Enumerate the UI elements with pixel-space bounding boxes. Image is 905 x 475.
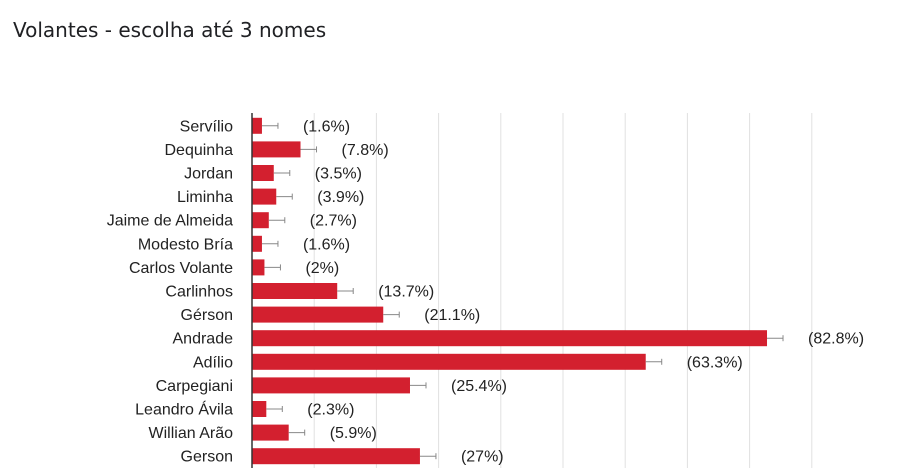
data-label: (25.4%) [451, 378, 507, 395]
data-label: (1.6%) [303, 118, 350, 135]
bar [252, 212, 269, 229]
bar [252, 448, 420, 465]
category-label: Gérson [181, 307, 233, 324]
chart-title: Volantes - escolha até 3 nomes [13, 18, 327, 42]
bar [252, 306, 384, 323]
data-label: (82.8%) [808, 331, 864, 348]
data-label: (2.7%) [310, 213, 357, 230]
data-label: (63.3%) [687, 354, 743, 371]
bar [252, 330, 768, 347]
category-label: Servílio [180, 118, 233, 135]
data-label: (2%) [305, 260, 339, 277]
category-label: Andrade [173, 331, 234, 348]
bar [252, 283, 338, 299]
category-label: Gerson [181, 449, 233, 466]
category-label: Carpegiani [156, 378, 233, 395]
bar [252, 424, 289, 441]
data-label: (13.7%) [378, 284, 434, 301]
bar [252, 141, 301, 158]
data-label: (27%) [461, 449, 504, 466]
bar [252, 377, 410, 394]
category-label: Modesto Bría [138, 236, 233, 253]
category-label: Dequinha [165, 142, 234, 159]
data-label: (5.9%) [330, 425, 377, 442]
data-label: (1.6%) [303, 236, 350, 253]
category-label: Leandro Ávila [135, 400, 233, 419]
category-label: Jordan [184, 166, 233, 183]
bar [252, 235, 262, 252]
data-label: (2.3%) [307, 402, 354, 419]
category-label: Carlinhos [165, 284, 233, 301]
bar [252, 117, 262, 134]
bar [252, 259, 265, 276]
bar [252, 401, 267, 417]
bar [252, 165, 274, 181]
data-label: (7.8%) [342, 142, 389, 159]
category-label: Liminha [177, 189, 233, 206]
data-label: (21.1%) [424, 307, 480, 324]
category-label: Carlos Volante [129, 260, 233, 277]
category-label: Willian Arão [149, 425, 234, 442]
data-label: (3.5%) [315, 166, 362, 183]
category-label: Adílio [193, 354, 233, 371]
bar [252, 188, 277, 205]
data-label: (3.9%) [317, 189, 364, 206]
category-label: Jaime de Almeida [107, 213, 233, 230]
bar [252, 353, 646, 370]
